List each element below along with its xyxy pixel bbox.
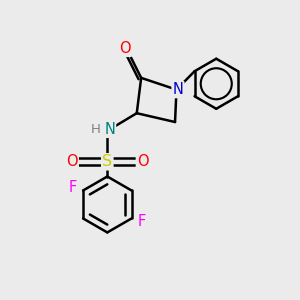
Text: H: H — [91, 123, 101, 136]
Text: N: N — [104, 122, 115, 137]
Text: S: S — [102, 154, 112, 169]
Text: O: O — [137, 154, 148, 169]
Text: O: O — [66, 154, 78, 169]
Text: F: F — [69, 180, 77, 195]
Text: F: F — [138, 214, 146, 229]
Text: O: O — [119, 41, 131, 56]
Text: N: N — [172, 82, 183, 97]
